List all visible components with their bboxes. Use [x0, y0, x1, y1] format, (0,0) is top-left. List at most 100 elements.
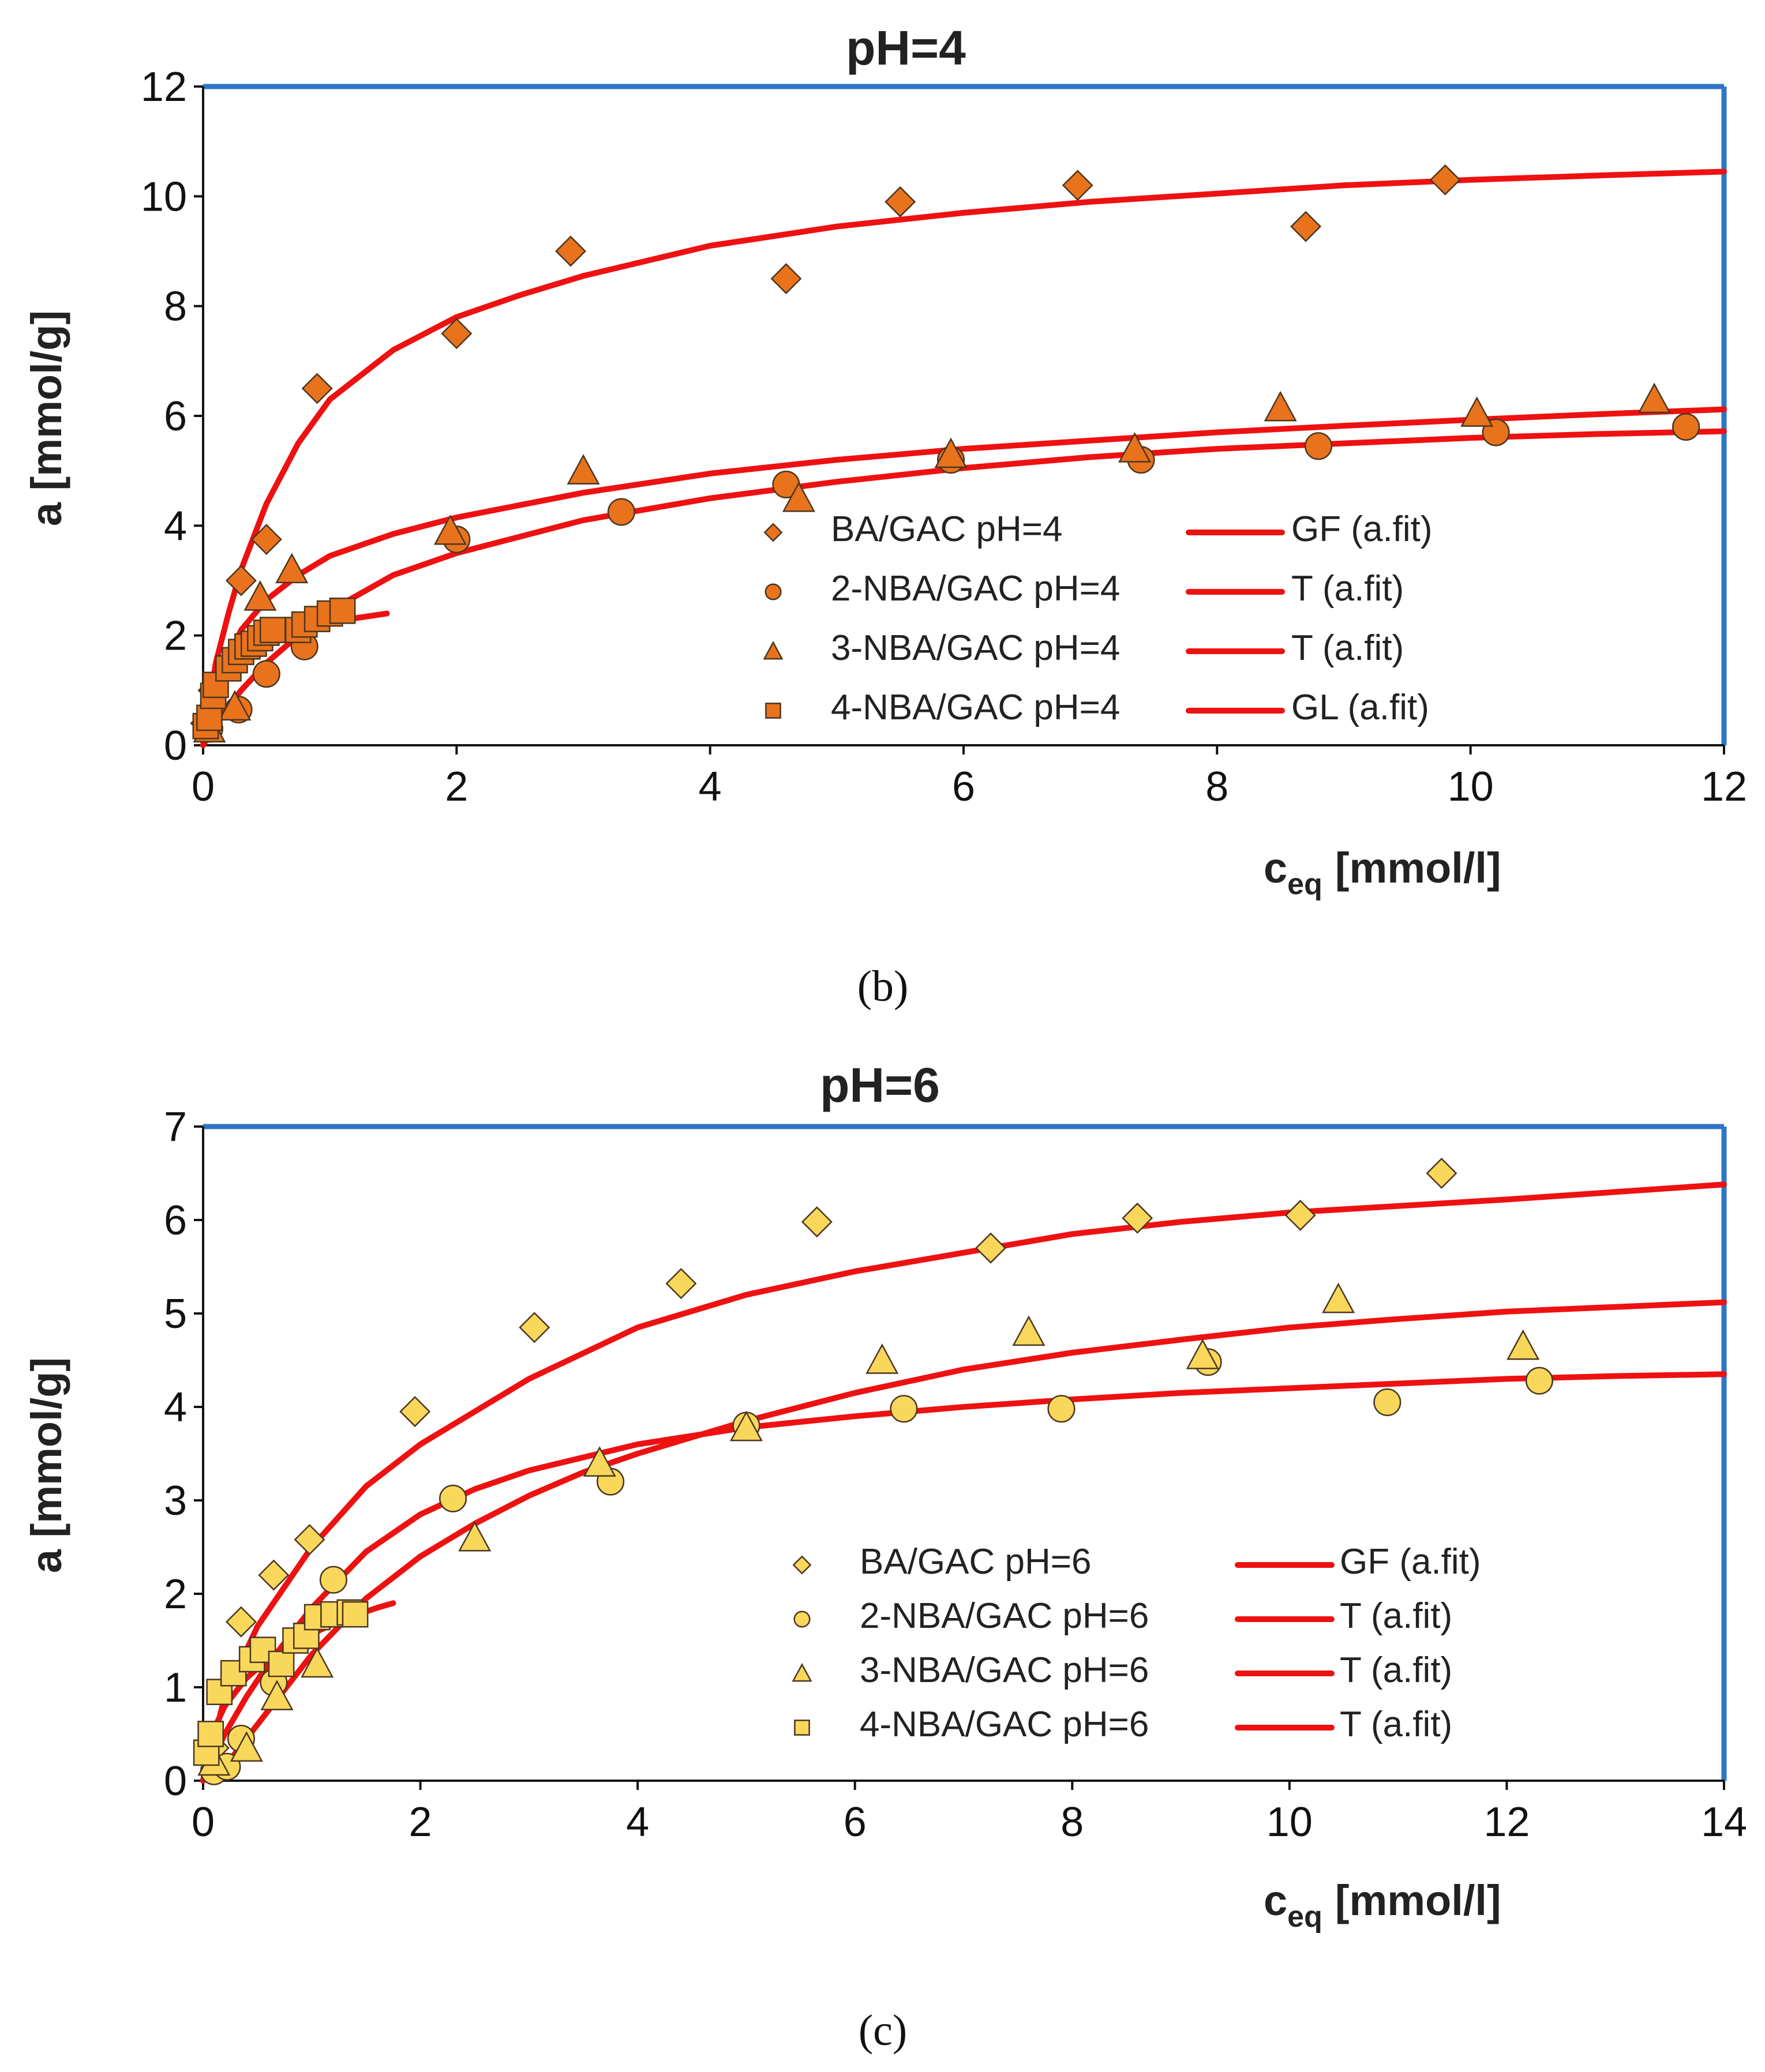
x-axis-label-unit: [mmol/l]	[1335, 1876, 1501, 1924]
x-tick-label: 2	[445, 764, 468, 810]
y-tick-label: 0	[164, 1758, 187, 1804]
data-point-circle	[607, 498, 635, 526]
y-axis-label: a [mmol/g]	[23, 310, 70, 526]
x-tick-label: 8	[1205, 764, 1228, 810]
y-axis-label: a [mmol/g]	[23, 1357, 70, 1573]
x-tick-label: 10	[1448, 764, 1494, 810]
x-axis-label-subscript: eq	[1287, 1900, 1322, 1934]
legend-label: BA/GAC pH=6	[860, 1542, 1091, 1582]
data-point-square	[765, 703, 781, 719]
data-point-diamond	[1122, 1202, 1153, 1234]
data-point-diamond	[975, 1232, 1007, 1264]
legend-fit-label: T (a.fit)	[1340, 1705, 1452, 1744]
data-point-triangle	[218, 690, 252, 721]
legend-label: 3-NBA/GAC pH=6	[860, 1650, 1149, 1690]
data-point-square	[794, 1720, 810, 1736]
data-point-square	[259, 617, 286, 644]
legend: BA/GAC pH=6 2-NBA/GAC pH=6 3-NBA/GAC pH=…	[792, 1542, 1481, 1744]
data-point-diamond	[1284, 1199, 1316, 1231]
data-point-triangle	[230, 1731, 263, 1762]
data-point-circle	[765, 583, 782, 600]
legend-fit-label: T (a.fit)	[1291, 628, 1404, 668]
data-point-diamond	[1429, 164, 1461, 196]
x-axis-label-main: c	[1264, 1876, 1287, 1924]
y-tick-label: 7	[164, 1104, 187, 1150]
y-tick-label: 5	[164, 1291, 187, 1337]
data-point-triangle	[260, 1680, 294, 1710]
data-point-triangle	[567, 454, 600, 485]
y-tick-label: 12	[141, 64, 187, 110]
data-point-diamond	[885, 186, 916, 217]
data-point-triangle	[763, 640, 784, 660]
data-point-triangle	[458, 1521, 492, 1552]
x-tick-label: 6	[844, 1799, 867, 1845]
data-point-triangle	[729, 1410, 763, 1442]
data-point-diamond	[555, 235, 587, 267]
y-tick-label: 1	[164, 1665, 187, 1711]
data-point-diamond	[763, 523, 783, 542]
data-point-diamond	[665, 1268, 697, 1300]
data-point-diamond	[301, 373, 333, 404]
x-axis-label-main: c	[1264, 844, 1287, 892]
legend-fit-label: GL (a.fit)	[1291, 688, 1429, 727]
x-tick-label: 2	[409, 1799, 432, 1845]
data-point-diamond	[1290, 211, 1322, 242]
x-tick-label: 12	[1483, 1799, 1530, 1845]
fit-curve	[211, 1299, 1727, 1784]
legend: BA/GAC pH=4 2-NBA/GAC pH=4 3-NBA/GAC pH=…	[763, 509, 1433, 727]
data-point-square	[329, 597, 356, 624]
x-axis-label-subscript: eq	[1287, 868, 1322, 901]
x-tick-label: 10	[1266, 1799, 1313, 1845]
data-point-diamond	[1426, 1158, 1457, 1189]
data-point-triangle	[301, 1647, 334, 1678]
data-point-triangle	[1264, 391, 1297, 422]
data-point-diamond	[225, 1606, 257, 1638]
y-tick-label: 4	[164, 503, 187, 549]
data-point-square	[268, 1650, 295, 1677]
figure-caption: (b)	[857, 962, 909, 1011]
data-point-triangle	[583, 1446, 616, 1477]
data-point-triangle	[782, 481, 815, 512]
x-axis-label: ceq [mmol/l]	[1264, 1876, 1501, 1934]
data-point-circle	[1305, 432, 1333, 460]
y-tick-label: 6	[164, 1198, 187, 1244]
x-tick-label: 0	[192, 764, 215, 810]
data-point-triangle	[243, 580, 277, 611]
y-tick-label: 2	[164, 613, 187, 659]
y-tick-label: 10	[141, 174, 187, 220]
data-point-circle	[1672, 412, 1700, 441]
data-point-diamond	[258, 1559, 290, 1591]
y-tick-label: 8	[164, 284, 187, 330]
data-point-triangle	[1507, 1329, 1540, 1360]
data-point-diamond	[519, 1312, 550, 1343]
data-point-triangle	[1460, 396, 1494, 427]
legend-label: 2-NBA/GAC pH=6	[860, 1596, 1149, 1636]
data-point-circle	[1047, 1395, 1076, 1423]
fit-curve	[200, 1181, 1727, 1784]
legend-fit-label: GF (a.fit)	[1340, 1542, 1481, 1582]
data-point-diamond	[225, 565, 257, 596]
data-point-triangle	[1118, 432, 1152, 463]
data-point-triangle	[1186, 1338, 1219, 1369]
x-tick-label: 0	[192, 1799, 215, 1845]
y-tick-label: 2	[164, 1571, 187, 1617]
figure-caption: (c)	[859, 2006, 907, 2055]
data-point-diamond	[1062, 170, 1093, 201]
legend-fit-label: T (a.fit)	[1291, 569, 1404, 609]
x-axis-label: ceq [mmol/l]	[1264, 844, 1501, 901]
x-tick-label: 4	[626, 1799, 649, 1845]
x-tick-label: 4	[699, 764, 722, 810]
data-point-square	[197, 1721, 224, 1747]
data-point-circle	[890, 1395, 918, 1423]
legend-label: 4-NBA/GAC pH=6	[860, 1705, 1149, 1744]
x-tick-label: 14	[1701, 1799, 1747, 1845]
legend-label: 3-NBA/GAC pH=4	[831, 628, 1120, 668]
data-point-diamond	[441, 318, 473, 350]
legend-fit-label: T (a.fit)	[1340, 1596, 1452, 1636]
data-point-circle	[793, 1611, 811, 1628]
data-point-diamond	[399, 1396, 431, 1428]
data-point-triangle	[1322, 1282, 1355, 1313]
